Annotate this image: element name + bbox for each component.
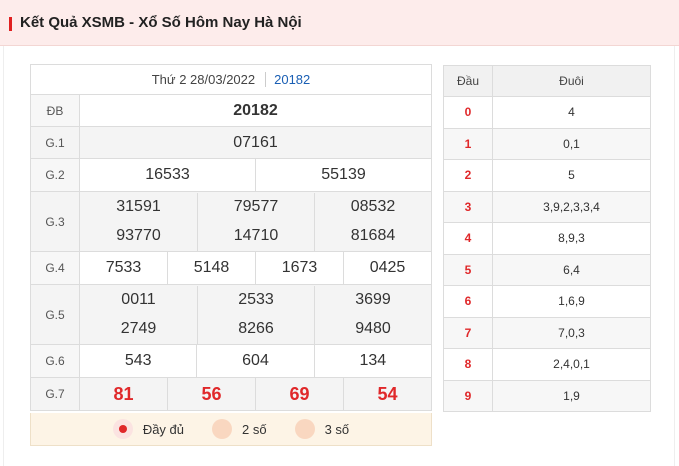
prize-number: 543 bbox=[124, 352, 152, 369]
duoi-digits: 7,0,3 bbox=[492, 316, 651, 349]
prize-number: 79577 bbox=[197, 192, 314, 222]
prize-row-g4: G.4 7533 5148 1673 0425 bbox=[30, 251, 432, 285]
prize-number: 16533 bbox=[145, 166, 190, 183]
dau-duoi-row: 6 1,6,9 bbox=[443, 285, 651, 318]
prize-number: 604 bbox=[196, 345, 313, 377]
prize-number: 81 bbox=[113, 383, 134, 404]
radio-3-digits[interactable]: 3 số bbox=[294, 419, 350, 439]
dau-duoi-row: 9 1,9 bbox=[443, 379, 651, 412]
radio-label: 3 số bbox=[324, 421, 350, 437]
duoi-digits: 6,4 bbox=[492, 253, 651, 286]
dau-digit: 4 bbox=[443, 222, 493, 255]
dau-digit: 5 bbox=[443, 253, 493, 286]
duoi-digits: 4 bbox=[492, 96, 651, 129]
prize-number: 3699 bbox=[314, 285, 431, 315]
prize-label: G.7 bbox=[30, 377, 80, 411]
prize-label: G.2 bbox=[30, 158, 80, 192]
duoi-digits: 1,6,9 bbox=[492, 285, 651, 318]
prize-number: 1673 bbox=[255, 252, 343, 284]
dau-duoi-row: 5 6,4 bbox=[443, 253, 651, 286]
prize-label: G.1 bbox=[30, 126, 80, 159]
prize-row-g2: G.2 16533 55139 bbox=[30, 158, 432, 192]
display-mode-selector: Đầy đủ 2 số 3 số bbox=[30, 413, 432, 446]
dau-digit: 9 bbox=[443, 379, 493, 412]
dau-duoi-row: 7 7,0,3 bbox=[443, 316, 651, 349]
radio-label: 2 số bbox=[242, 421, 267, 437]
dau-digit: 6 bbox=[443, 285, 493, 318]
duoi-digits: 3,9,2,3,3,4 bbox=[492, 190, 651, 223]
dau-duoi-header: Đầu Đuôi bbox=[443, 65, 651, 97]
duoi-digits: 0,1 bbox=[492, 127, 651, 160]
results-table: Thứ 2 28/03/2022 20182 ĐB 20182 G.1 07161… bbox=[30, 64, 432, 411]
results-date-row: Thứ 2 28/03/2022 20182 bbox=[30, 64, 432, 95]
prize-number: 9480 bbox=[314, 314, 431, 344]
prize-number: 7533 bbox=[105, 259, 142, 276]
page-header: Kết Quả XSMB - Xổ Số Hôm Nay Hà Nội bbox=[0, 0, 679, 46]
dau-digit: 0 bbox=[443, 96, 493, 129]
draw-date: Thứ 2 28/03/2022 bbox=[152, 72, 267, 87]
special-prize-number: 20182 bbox=[79, 94, 432, 127]
prize-number: 0425 bbox=[343, 252, 431, 284]
radio-unselected-icon[interactable] bbox=[294, 419, 315, 439]
prize-row-db: ĐB 20182 bbox=[30, 94, 432, 127]
prize-number: 07161 bbox=[79, 126, 432, 159]
prize-label: G.3 bbox=[30, 191, 80, 252]
prize-number: 2533 bbox=[197, 285, 314, 315]
radio-unselected-icon[interactable] bbox=[212, 419, 233, 439]
prize-label: G.5 bbox=[30, 284, 80, 345]
prize-number: 8266 bbox=[197, 314, 314, 344]
prize-number: 134 bbox=[313, 345, 431, 377]
dau-duoi-row: 1 0,1 bbox=[443, 127, 651, 160]
header-accent-bar bbox=[9, 17, 12, 31]
prize-number: 69 bbox=[255, 378, 343, 410]
dau-duoi-row: 8 2,4,0,1 bbox=[443, 348, 651, 381]
prize-row-g7: G.7 81 56 69 54 bbox=[30, 377, 432, 411]
prize-number: 0011 bbox=[121, 291, 156, 308]
draw-code-link[interactable]: 20182 bbox=[274, 72, 311, 87]
page-title: Kết Quả XSMB - Xổ Số Hôm Nay Hà Nội bbox=[20, 14, 302, 31]
prize-label: G.4 bbox=[30, 251, 80, 285]
prize-row-g3: G.3 31591 79577 08532 93770 14710 81684 bbox=[30, 191, 432, 252]
prize-number: 93770 bbox=[116, 227, 161, 244]
dau-duoi-row: 3 3,9,2,3,3,4 bbox=[443, 190, 651, 223]
prize-number: 08532 bbox=[314, 192, 431, 222]
duoi-digits: 5 bbox=[492, 159, 651, 192]
prize-number: 56 bbox=[167, 378, 255, 410]
duoi-digits: 8,9,3 bbox=[492, 222, 651, 255]
duoi-digits: 2,4,0,1 bbox=[492, 348, 651, 381]
radio-selected-icon[interactable] bbox=[112, 419, 133, 439]
prize-row-g5: G.5 0011 2533 3699 2749 8266 9480 bbox=[30, 284, 432, 345]
dau-duoi-row: 4 8,9,3 bbox=[443, 222, 651, 255]
duoi-header: Đuôi bbox=[492, 65, 651, 97]
prize-number: 54 bbox=[343, 378, 431, 410]
radio-2-digits[interactable]: 2 số bbox=[212, 419, 267, 439]
dau-digit: 2 bbox=[443, 159, 493, 192]
prize-row-g6: G.6 543 604 134 bbox=[30, 344, 432, 378]
prize-number: 31591 bbox=[116, 198, 161, 215]
dau-digit: 1 bbox=[443, 127, 493, 160]
prize-row-g1: G.1 07161 bbox=[30, 126, 432, 159]
prize-label: G.6 bbox=[30, 344, 80, 378]
radio-label: Đầy đủ bbox=[142, 421, 185, 437]
duoi-digits: 1,9 bbox=[492, 379, 651, 412]
radio-full[interactable]: Đầy đủ bbox=[112, 419, 185, 439]
dau-digit: 7 bbox=[443, 316, 493, 349]
prize-number: 14710 bbox=[197, 221, 314, 251]
dau-header: Đầu bbox=[443, 65, 493, 97]
prize-number: 55139 bbox=[255, 159, 431, 191]
prize-label: ĐB bbox=[30, 94, 80, 127]
prize-number: 5148 bbox=[167, 252, 255, 284]
dau-digit: 8 bbox=[443, 348, 493, 381]
prize-number: 2749 bbox=[120, 320, 157, 337]
dau-digit: 3 bbox=[443, 190, 493, 223]
prize-number: 81684 bbox=[314, 221, 431, 251]
